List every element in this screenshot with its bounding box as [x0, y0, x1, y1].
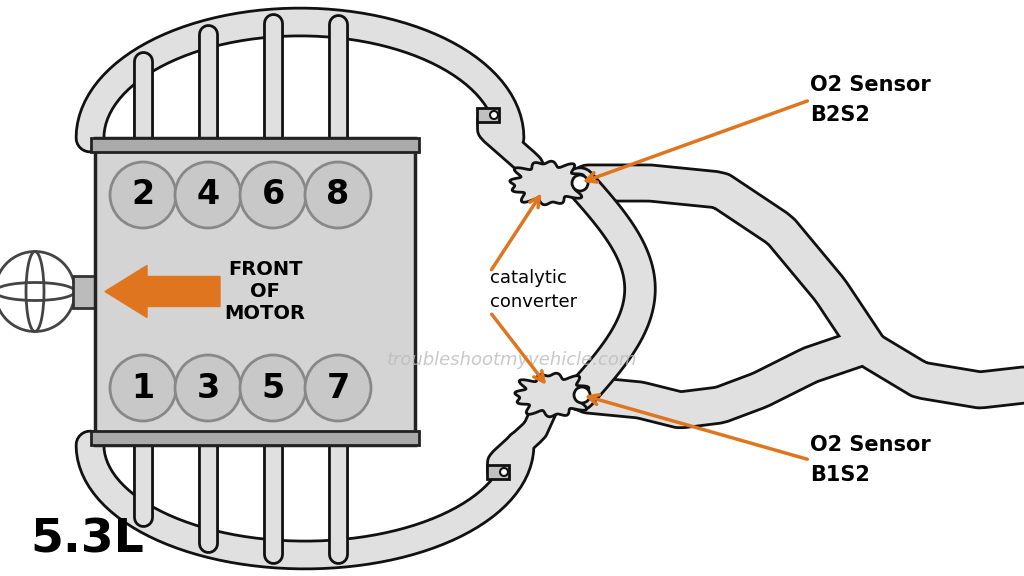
Circle shape: [110, 355, 176, 421]
Bar: [73, 275, 95, 308]
Circle shape: [175, 355, 241, 421]
Text: 1: 1: [131, 372, 155, 404]
Circle shape: [490, 111, 498, 119]
Text: 8: 8: [327, 179, 349, 211]
Text: 5.3L: 5.3L: [30, 517, 143, 563]
Text: 2: 2: [131, 179, 155, 211]
Polygon shape: [515, 373, 591, 417]
Circle shape: [500, 468, 508, 476]
FancyBboxPatch shape: [91, 431, 419, 445]
Text: catalytic
converter: catalytic converter: [490, 269, 578, 311]
FancyBboxPatch shape: [487, 465, 509, 479]
Text: 6: 6: [261, 179, 285, 211]
Circle shape: [305, 162, 371, 228]
Text: O2 Sensor: O2 Sensor: [810, 75, 931, 95]
Text: B1S2: B1S2: [810, 465, 869, 485]
Circle shape: [175, 162, 241, 228]
Text: O2 Sensor: O2 Sensor: [810, 435, 931, 455]
Text: troubleshootmyvehicle.com: troubleshootmyvehicle.com: [387, 351, 637, 369]
FancyBboxPatch shape: [477, 108, 499, 122]
Text: 4: 4: [197, 179, 219, 211]
FancyArrow shape: [105, 266, 220, 317]
Text: FRONT
OF
MOTOR: FRONT OF MOTOR: [224, 260, 305, 323]
Text: 5: 5: [261, 372, 285, 404]
Circle shape: [110, 162, 176, 228]
FancyBboxPatch shape: [95, 138, 415, 445]
Text: B2S2: B2S2: [810, 105, 869, 125]
Circle shape: [240, 355, 306, 421]
Circle shape: [305, 355, 371, 421]
Circle shape: [240, 162, 306, 228]
Text: 7: 7: [327, 372, 349, 404]
Circle shape: [574, 387, 590, 403]
FancyBboxPatch shape: [91, 138, 419, 152]
Text: 3: 3: [197, 372, 219, 404]
Circle shape: [572, 175, 588, 191]
Polygon shape: [510, 161, 586, 205]
